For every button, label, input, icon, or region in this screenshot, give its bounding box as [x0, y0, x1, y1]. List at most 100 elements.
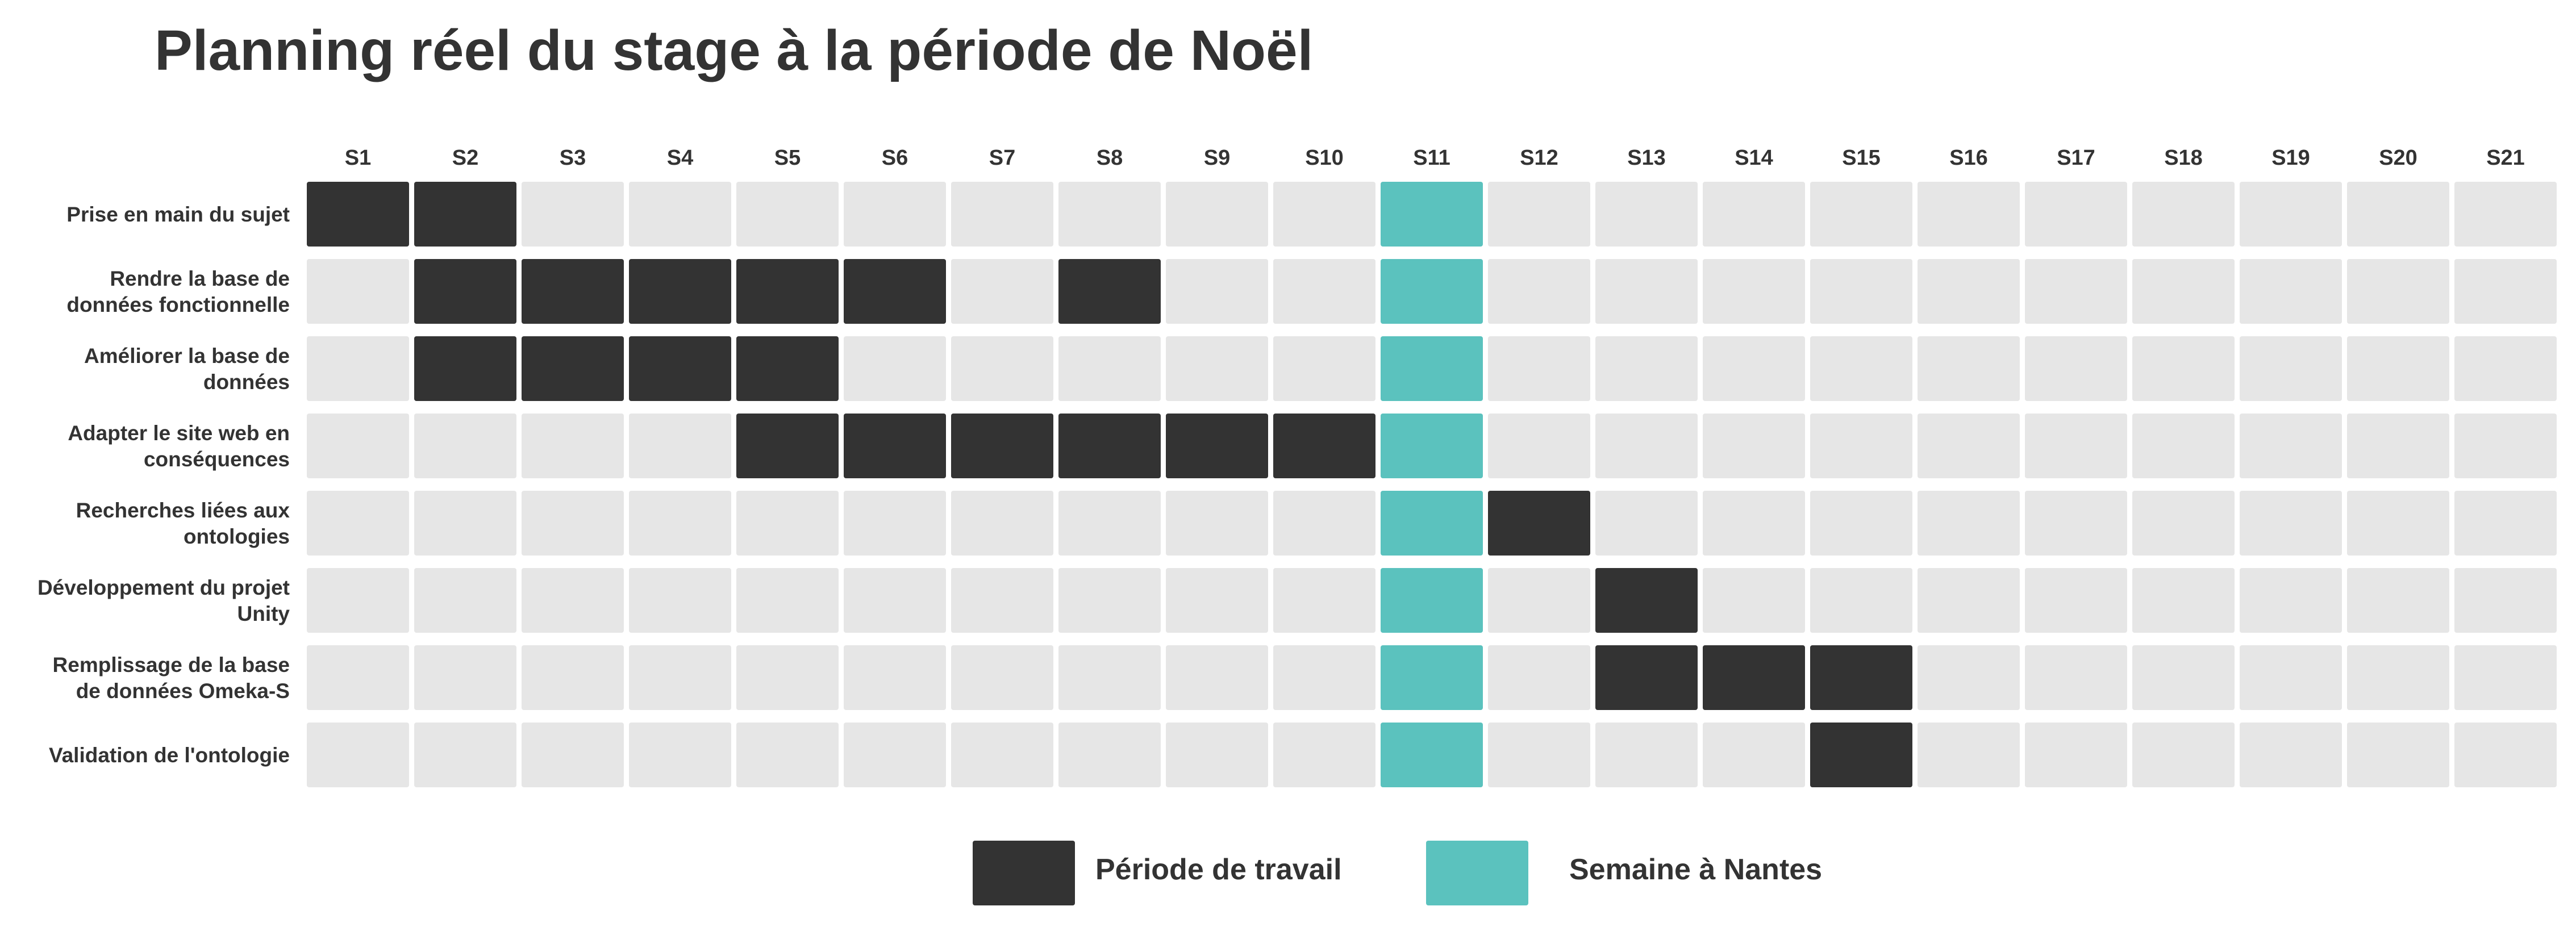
cell-empty-row3-s6: [844, 336, 946, 401]
cell-empty-row7-s21: [2454, 645, 2557, 710]
cell-empty-row5-s16: [1918, 491, 2020, 556]
cell-empty-row5-s20: [2347, 491, 2449, 556]
cell-work-row4-s5: [736, 414, 839, 478]
cell-empty-row4-s21: [2454, 414, 2557, 478]
cell-empty-row5-s15: [1810, 491, 1912, 556]
cell-empty-row7-s12: [1488, 645, 1590, 710]
cell-empty-row1-s6: [844, 182, 946, 247]
cell-empty-row5-s18: [2132, 491, 2235, 556]
cell-empty-row5-s19: [2240, 491, 2342, 556]
cell-empty-row4-s16: [1918, 414, 2020, 478]
cell-empty-row7-s1: [307, 645, 409, 710]
cell-empty-row8-s2: [414, 723, 516, 787]
task-label-6: Développement du projet Unity: [37, 576, 290, 625]
cell-empty-row1-s18: [2132, 182, 2235, 247]
week-label-s5: S5: [774, 146, 801, 170]
week-label-s11: S11: [1413, 146, 1450, 170]
cell-work-row3-s3: [522, 336, 624, 401]
cell-empty-row3-s16: [1918, 336, 2020, 401]
cell-work-row5-s12: [1488, 491, 1590, 556]
week-label-s18: S18: [2164, 146, 2203, 170]
cell-empty-row7-s17: [2025, 645, 2127, 710]
cell-empty-row4-s15: [1810, 414, 1912, 478]
cell-nantes-row1-s11: [1381, 182, 1483, 247]
legend-swatch-work: [973, 841, 1075, 905]
cell-empty-row8-s6: [844, 723, 946, 787]
cell-empty-row3-s7: [951, 336, 1053, 401]
cell-nantes-row6-s11: [1381, 568, 1483, 633]
cell-empty-row5-s9: [1166, 491, 1268, 556]
task-label-7: Remplissage de la base de données Omeka-S: [53, 653, 290, 703]
cell-nantes-row7-s11: [1381, 645, 1483, 710]
cell-empty-row6-s14: [1703, 568, 1805, 633]
cell-empty-row5-s14: [1703, 491, 1805, 556]
cell-empty-row8-s14: [1703, 723, 1805, 787]
cell-empty-row6-s20: [2347, 568, 2449, 633]
task-label-1: Prise en main du sujet: [66, 203, 290, 226]
legend-label-work: Période de travail: [1095, 853, 1342, 886]
cell-empty-row7-s10: [1273, 645, 1375, 710]
cell-empty-row5-s2: [414, 491, 516, 556]
cell-empty-row2-s14: [1703, 259, 1805, 324]
week-label-s6: S6: [882, 146, 908, 170]
cell-nantes-row8-s11: [1381, 723, 1483, 787]
cell-empty-row7-s16: [1918, 645, 2020, 710]
week-label-s12: S12: [1520, 146, 1558, 170]
cell-empty-row8-s16: [1918, 723, 2020, 787]
cell-empty-row2-s9: [1166, 259, 1268, 324]
cell-empty-row7-s19: [2240, 645, 2342, 710]
cell-work-row8-s15: [1810, 723, 1912, 787]
cell-empty-row3-s8: [1058, 336, 1161, 401]
cell-work-row4-s6: [844, 414, 946, 478]
cell-empty-row8-s10: [1273, 723, 1375, 787]
cell-empty-row5-s5: [736, 491, 839, 556]
week-label-s15: S15: [1842, 146, 1881, 170]
cell-empty-row4-s2: [414, 414, 516, 478]
cell-empty-row3-s10: [1273, 336, 1375, 401]
cell-empty-row1-s13: [1595, 182, 1698, 247]
cell-empty-row1-s15: [1810, 182, 1912, 247]
cell-empty-row8-s3: [522, 723, 624, 787]
cell-empty-row3-s17: [2025, 336, 2127, 401]
cell-work-row4-s10: [1273, 414, 1375, 478]
cell-empty-row4-s18: [2132, 414, 2235, 478]
cell-empty-row4-s19: [2240, 414, 2342, 478]
task-label-line: données fonctionnelle: [66, 293, 290, 316]
cell-work-row4-s7: [951, 414, 1053, 478]
cell-work-row2-s8: [1058, 259, 1161, 324]
cell-empty-row8-s12: [1488, 723, 1590, 787]
cell-work-row2-s4: [629, 259, 731, 324]
cell-empty-row7-s8: [1058, 645, 1161, 710]
task-label-8: Validation de l'ontologie: [49, 744, 290, 767]
week-label-s4: S4: [667, 146, 693, 170]
cell-empty-row8-s17: [2025, 723, 2127, 787]
cell-work-row1-s1: [307, 182, 409, 247]
cell-empty-row6-s18: [2132, 568, 2235, 633]
cell-empty-row6-s21: [2454, 568, 2557, 633]
cell-empty-row5-s3: [522, 491, 624, 556]
cell-empty-row7-s20: [2347, 645, 2449, 710]
cell-empty-row6-s5: [736, 568, 839, 633]
cell-empty-row5-s1: [307, 491, 409, 556]
cell-empty-row6-s8: [1058, 568, 1161, 633]
cell-work-row2-s3: [522, 259, 624, 324]
cell-empty-row4-s17: [2025, 414, 2127, 478]
cell-empty-row8-s8: [1058, 723, 1161, 787]
cell-work-row4-s9: [1166, 414, 1268, 478]
legend: Période de travail Semaine à Nantes: [973, 841, 1822, 905]
cell-work-row3-s4: [629, 336, 731, 401]
cell-empty-row1-s19: [2240, 182, 2342, 247]
cell-nantes-row4-s11: [1381, 414, 1483, 478]
cell-empty-row3-s12: [1488, 336, 1590, 401]
legend-label-nantes: Semaine à Nantes: [1569, 853, 1822, 886]
task-label-line: Adapter le site web en: [68, 421, 290, 445]
cell-empty-row7-s2: [414, 645, 516, 710]
cell-empty-row8-s20: [2347, 723, 2449, 787]
cell-work-row2-s6: [844, 259, 946, 324]
cell-empty-row1-s10: [1273, 182, 1375, 247]
cell-empty-row5-s21: [2454, 491, 2557, 556]
cell-empty-row2-s10: [1273, 259, 1375, 324]
cell-empty-row5-s6: [844, 491, 946, 556]
week-label-s16: S16: [1949, 146, 1988, 170]
cell-empty-row2-s21: [2454, 259, 2557, 324]
